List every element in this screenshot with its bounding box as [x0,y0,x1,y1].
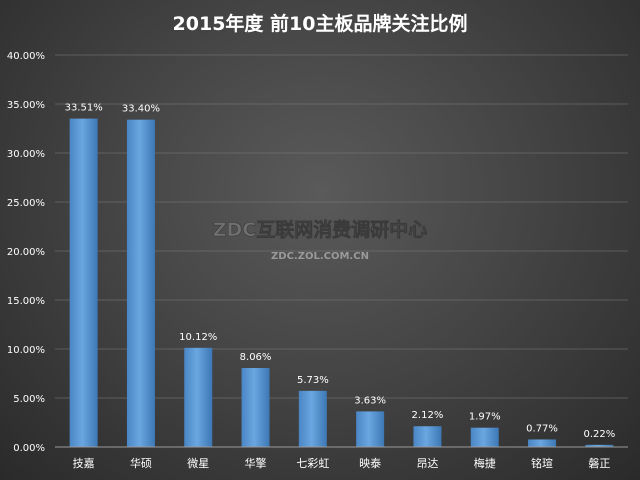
x-axis-categories: 技嘉 华硕 微星 华擎 七彩虹 映泰 昂达 梅捷 铭瑄 磐正 [73,456,611,470]
x-category-label: 技嘉 [73,456,95,470]
y-tick-label: 30.00% [7,149,45,160]
data-label: 33.40% [122,104,160,115]
bars [69,118,614,448]
bar [413,426,442,447]
y-tick-label: 35.00% [7,100,45,111]
chart-title: 2015年度 前10主板品牌关注比例 [173,12,468,35]
y-tick-label: 10.00% [7,345,45,356]
data-label: 10.12% [179,332,217,343]
bar [69,118,98,448]
x-category-label: 微星 [187,456,209,470]
bar [356,411,385,447]
watermark: ZDC互联网消费调研中心 ZDC.ZOL.COM.CN [212,218,428,262]
data-label: 0.77% [526,423,558,434]
data-labels: 33.51% 33.40% 10.12% 8.06% 5.73% 3.63% 2.12% 1.… [65,103,616,440]
x-category-label: 梅捷 [474,456,496,470]
data-label: 0.22% [583,429,615,440]
bar [528,439,557,447]
watermark-main-text: ZDC互联网消费调研中心 [213,218,428,241]
data-label: 1.97% [469,412,501,423]
x-category-label: 华擎 [245,456,267,470]
y-tick-label: 15.00% [7,296,45,307]
data-label: 8.06% [240,352,272,363]
bar [126,119,155,448]
data-label: 3.63% [354,395,386,406]
bar [585,444,614,447]
x-category-label: 华硕 [130,456,152,470]
bar [298,390,327,447]
y-tick-label: 40.00% [7,51,45,62]
bar [241,368,270,447]
x-category-label: 七彩虹 [296,457,329,470]
data-label: 33.51% [65,103,103,114]
x-category-label: 铭瑄 [531,456,553,470]
x-category-label: 映泰 [359,456,381,470]
y-tick-label: 5.00% [13,394,45,405]
y-tick-label: 0.00% [13,443,45,454]
watermark-sub-text: ZDC.ZOL.COM.CN [271,251,369,262]
data-label: 5.73% [297,375,329,386]
x-category-label: 磐正 [588,456,610,470]
data-label: 2.12% [412,410,444,421]
y-axis-ticks: 0.00% 5.00% 10.00% 15.00% 20.00% 25.00% 30.00%… [7,51,45,454]
y-tick-label: 25.00% [7,198,45,209]
bar [470,427,499,447]
y-tick-label: 20.00% [7,247,45,258]
x-category-label: 昂达 [416,457,438,470]
bar [184,347,213,447]
